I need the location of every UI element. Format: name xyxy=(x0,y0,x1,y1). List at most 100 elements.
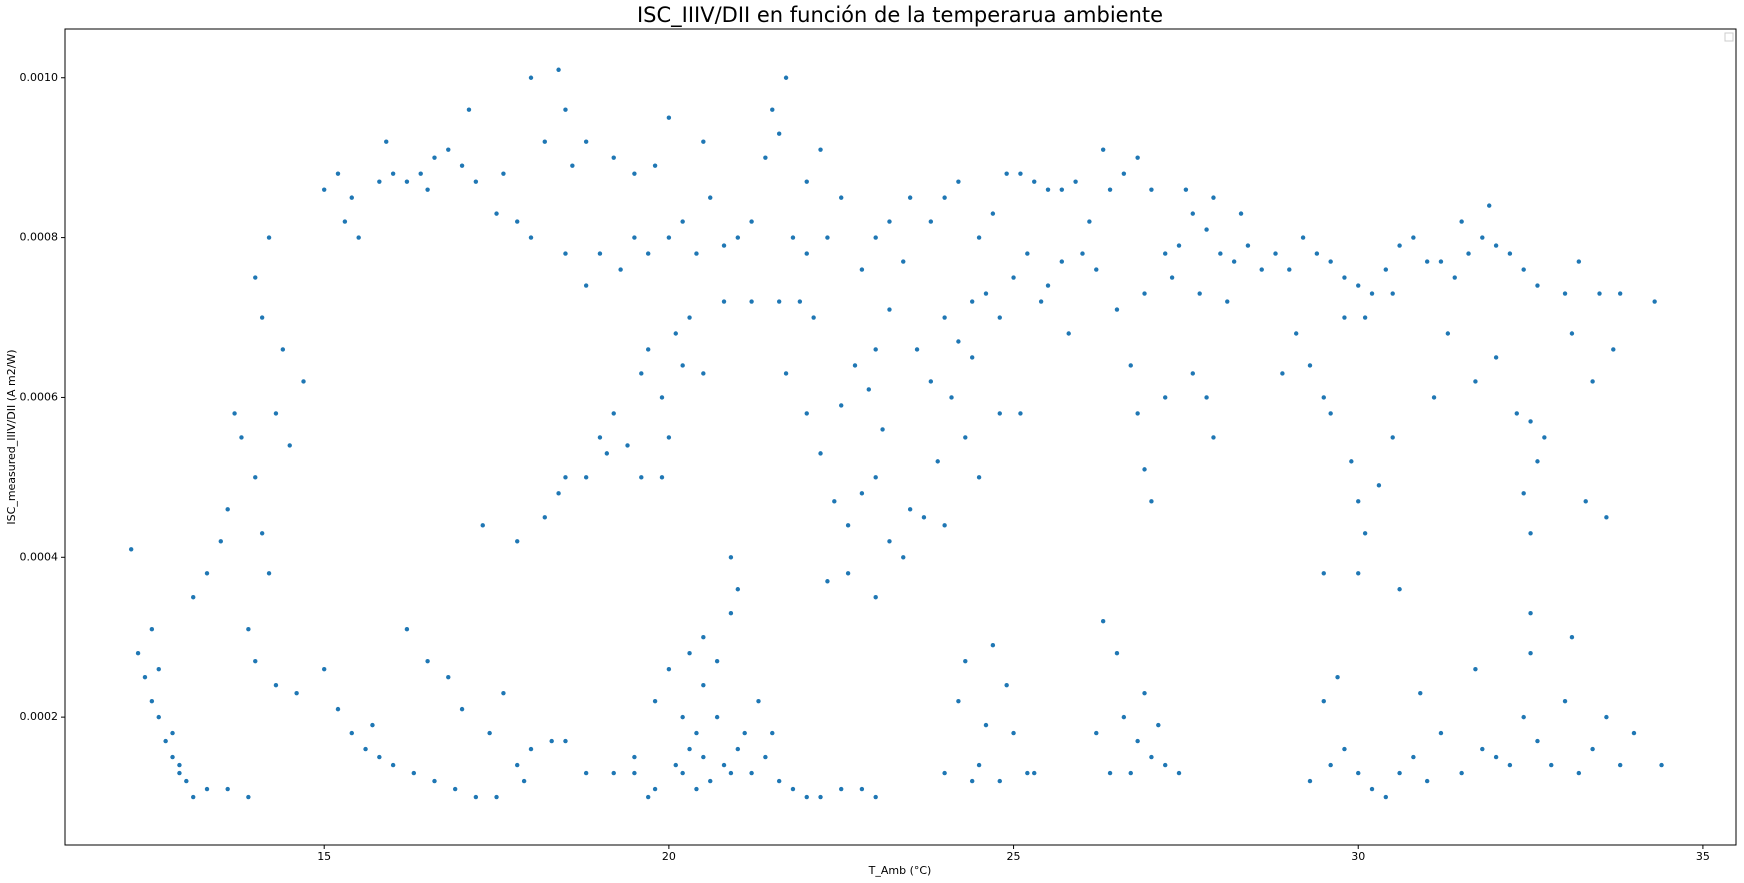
y-tick-label: 0.0006 xyxy=(20,390,59,403)
point xyxy=(969,778,975,784)
point xyxy=(1231,259,1237,264)
point xyxy=(611,770,616,776)
point xyxy=(880,427,885,432)
point xyxy=(232,411,237,416)
point xyxy=(859,491,865,496)
chart-title: ISC_IIIV/DII en función de la temperarua… xyxy=(637,3,1163,28)
point xyxy=(1438,259,1444,264)
point xyxy=(839,195,844,200)
point xyxy=(432,155,437,160)
point xyxy=(694,786,699,792)
point xyxy=(266,235,272,240)
point xyxy=(273,682,279,688)
y-tick-label: 0.0004 xyxy=(20,550,59,563)
point xyxy=(1094,730,1099,736)
point xyxy=(425,658,430,664)
point xyxy=(170,754,175,760)
point xyxy=(1100,619,1106,624)
y-tick-label: 0.0010 xyxy=(20,71,59,84)
x-tick-label: 30 xyxy=(1351,850,1365,863)
point xyxy=(1383,267,1389,272)
point xyxy=(149,698,155,704)
point xyxy=(1397,587,1402,592)
point xyxy=(604,451,610,456)
point xyxy=(273,411,279,416)
point xyxy=(618,267,623,272)
point xyxy=(701,682,706,688)
point xyxy=(921,515,927,520)
point xyxy=(804,179,809,184)
point xyxy=(494,211,499,216)
point xyxy=(673,762,678,768)
point xyxy=(797,299,803,304)
point xyxy=(156,666,161,672)
point xyxy=(1307,363,1313,368)
point xyxy=(184,778,189,784)
point xyxy=(1493,355,1499,360)
point xyxy=(528,75,534,80)
point xyxy=(1107,770,1113,776)
point xyxy=(1169,275,1175,280)
point xyxy=(1135,155,1140,160)
point xyxy=(246,627,251,632)
point xyxy=(763,754,768,760)
point xyxy=(1390,435,1395,440)
point xyxy=(1204,227,1209,232)
point xyxy=(1424,259,1430,264)
x-tick-label: 25 xyxy=(1007,850,1021,863)
point xyxy=(625,443,630,448)
point xyxy=(721,762,727,768)
point xyxy=(790,235,796,240)
point xyxy=(246,794,251,800)
point xyxy=(1004,171,1009,176)
point xyxy=(1211,195,1216,200)
point xyxy=(714,714,720,720)
point xyxy=(370,722,375,728)
point xyxy=(204,786,210,792)
point xyxy=(1480,235,1485,240)
point xyxy=(253,658,258,664)
legend-box xyxy=(1724,32,1734,42)
point xyxy=(1459,770,1464,776)
point xyxy=(163,738,168,744)
point xyxy=(1617,762,1623,768)
point xyxy=(542,515,547,520)
point xyxy=(673,331,678,336)
point xyxy=(728,611,734,616)
point xyxy=(901,259,906,264)
point xyxy=(845,571,851,576)
point xyxy=(1390,291,1395,296)
point xyxy=(866,387,871,392)
point xyxy=(1190,371,1195,376)
point xyxy=(1473,666,1478,672)
point xyxy=(1562,698,1568,704)
point xyxy=(1128,363,1133,368)
point xyxy=(1114,650,1120,656)
point xyxy=(418,171,423,176)
point xyxy=(652,698,658,704)
point xyxy=(446,147,451,152)
point xyxy=(1197,291,1202,296)
point xyxy=(1487,203,1492,208)
point xyxy=(390,171,396,176)
point xyxy=(680,363,685,368)
point xyxy=(887,219,892,224)
point xyxy=(728,555,734,560)
point xyxy=(204,571,210,576)
point xyxy=(1038,299,1044,304)
point xyxy=(515,539,520,544)
point xyxy=(1280,371,1285,376)
point xyxy=(1583,499,1588,504)
point xyxy=(549,738,554,744)
point xyxy=(887,307,892,312)
point xyxy=(997,411,1002,416)
point xyxy=(253,475,258,480)
point xyxy=(942,523,947,528)
point xyxy=(1135,738,1140,744)
point xyxy=(218,539,223,544)
point xyxy=(1149,187,1154,192)
point xyxy=(1514,411,1519,416)
point xyxy=(128,547,134,552)
point xyxy=(666,435,672,440)
